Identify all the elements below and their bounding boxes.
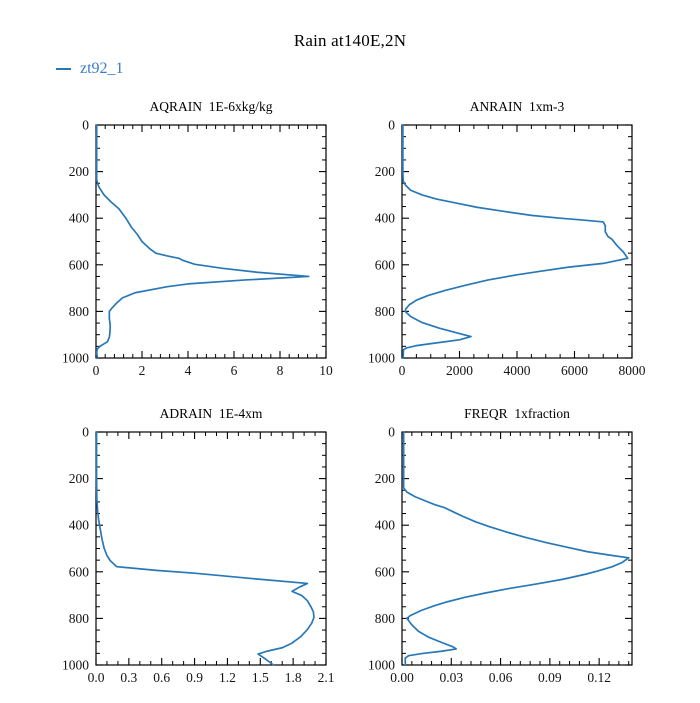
x-tick-label: 4000 — [504, 363, 531, 378]
y-tick-label: 600 — [375, 257, 396, 272]
y-tick-label: 1000 — [368, 658, 395, 673]
subplot-title-anrain: ANRAIN 1xm-3 — [469, 99, 565, 114]
y-tick-label: 0 — [82, 425, 89, 440]
plot-frame — [401, 431, 633, 666]
x-tick-label: 8 — [277, 363, 284, 378]
y-tick-label: 400 — [69, 518, 90, 533]
x-tick-label: 0.03 — [439, 670, 463, 685]
x-tick-label: 0.00 — [390, 670, 414, 685]
y-tick-label: 400 — [375, 211, 396, 226]
x-tick-label: 2000 — [446, 363, 473, 378]
y-tick-label: 200 — [375, 471, 396, 486]
plot-frame — [95, 124, 327, 359]
y-tick-label: 400 — [375, 518, 396, 533]
y-tick-label: 0 — [82, 118, 89, 133]
x-tick-label: 0.12 — [587, 670, 611, 685]
subplot-title-freqr: FREQR 1xfraction — [464, 406, 570, 421]
legend-label: zt92_1 — [80, 60, 124, 77]
y-tick-label: 600 — [69, 564, 90, 579]
x-tick-label: 0.6 — [153, 670, 170, 685]
y-tick-label: 800 — [69, 304, 90, 319]
x-tick-label: 2 — [139, 363, 146, 378]
x-tick-label: 0.0 — [88, 670, 105, 685]
x-tick-label: 1.2 — [219, 670, 236, 685]
chart-adrain: 0.0 0.3 0.6 0.9 1.2 1.5 1.8 2.1 0 200 400 600 800 100… — [62, 425, 335, 686]
y-tick-label: 0 — [388, 425, 395, 440]
x-tick-label: 0 — [399, 363, 406, 378]
y-tick-label: 1000 — [62, 351, 89, 366]
y-tick-label: 1000 — [62, 658, 89, 673]
x-tick-label: 0 — [93, 363, 100, 378]
x-tick-label: 0.3 — [120, 670, 137, 685]
y-tick-label: 200 — [69, 164, 90, 179]
y-tick-label: 0 — [388, 118, 395, 133]
series-line-zt92_1 — [402, 124, 629, 359]
figure-title: Rain at140E,2N — [293, 31, 407, 50]
y-tick-label: 200 — [69, 471, 90, 486]
y-tick-label: 800 — [375, 611, 396, 626]
y-tick-label: 800 — [69, 611, 90, 626]
series-line-zt92_1 — [95, 124, 310, 359]
y-tick-label: 400 — [69, 211, 90, 226]
subplot-title-adrain: ADRAIN 1E-4xm — [159, 406, 263, 421]
x-tick-label: 0.9 — [186, 670, 203, 685]
x-tick-label: 1.5 — [252, 670, 269, 685]
y-tick-label: 600 — [375, 564, 396, 579]
x-tick-label: 1.8 — [285, 670, 302, 685]
subplot-title-aqrain: AQRAIN 1E-6xkg/kg — [149, 99, 273, 114]
x-tick-label: 4 — [185, 363, 192, 378]
y-tick-label: 800 — [375, 304, 396, 319]
series-line-zt92_1 — [402, 431, 630, 666]
series-line-zt92_1 — [95, 431, 315, 666]
legend-line-sample — [56, 68, 71, 70]
x-tick-label: 2.1 — [318, 670, 335, 685]
legend: zt92_1 — [56, 60, 124, 78]
y-tick-label: 1000 — [368, 351, 395, 366]
x-tick-label: 6 — [231, 363, 238, 378]
x-tick-label: 10 — [319, 363, 333, 378]
x-tick-label: 0.09 — [538, 670, 562, 685]
x-tick-label: 6000 — [561, 363, 588, 378]
chart-anrain: 0 2000 4000 6000 8000 0 200 400 600 800 1000 — [368, 118, 646, 379]
x-tick-label: 8000 — [619, 363, 646, 378]
x-tick-label: 0.06 — [489, 670, 513, 685]
chart-freqr: 0.00 0.03 0.06 0.09 0.12 0 200 400 600 800 1000 — [368, 425, 633, 685]
chart-aqrain: 0 2 4 6 8 10 0 200 400 600 800 1000 — [62, 118, 333, 379]
y-tick-label: 200 — [375, 164, 396, 179]
plot-frame — [401, 124, 633, 359]
y-tick-label: 600 — [69, 257, 90, 272]
plot-frame — [95, 431, 327, 666]
